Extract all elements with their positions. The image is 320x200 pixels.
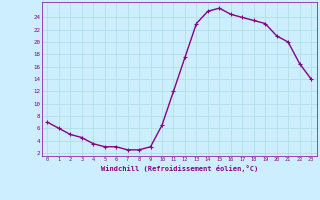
X-axis label: Windchill (Refroidissement éolien,°C): Windchill (Refroidissement éolien,°C) xyxy=(100,165,258,172)
